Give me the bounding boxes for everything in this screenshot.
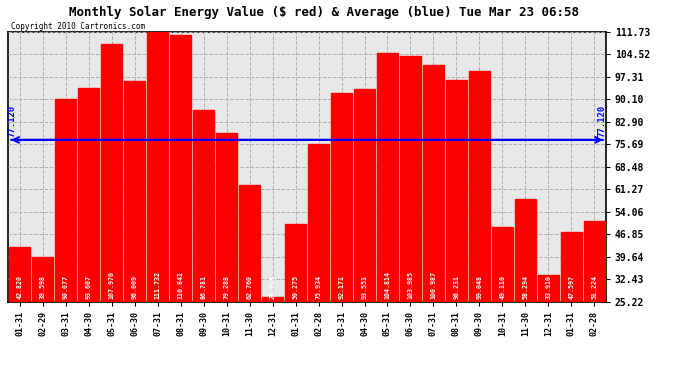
Bar — [55, 99, 77, 375]
Bar — [216, 133, 237, 375]
Bar — [193, 110, 214, 375]
Bar — [584, 221, 605, 375]
Bar — [78, 88, 99, 375]
Text: 42.820: 42.820 — [17, 275, 23, 299]
Text: 77.120: 77.120 — [598, 105, 607, 137]
Bar — [32, 257, 53, 375]
Text: 92.171: 92.171 — [339, 275, 344, 299]
Bar — [308, 144, 329, 375]
Bar — [285, 224, 306, 375]
Bar — [9, 247, 30, 375]
Bar — [423, 65, 444, 375]
Text: 104.814: 104.814 — [384, 272, 391, 299]
Bar — [101, 44, 122, 375]
Bar — [124, 81, 146, 375]
Text: 26.918: 26.918 — [270, 275, 275, 299]
Text: Monthly Solar Energy Value ($ red) & Average (blue) Tue Mar 23 06:58: Monthly Solar Energy Value ($ red) & Ave… — [69, 6, 580, 19]
Text: 49.110: 49.110 — [500, 275, 505, 299]
Text: 62.760: 62.760 — [246, 275, 253, 299]
Bar — [492, 227, 513, 375]
Text: 75.934: 75.934 — [315, 275, 322, 299]
Text: 90.077: 90.077 — [63, 275, 69, 299]
Text: 77.120: 77.120 — [7, 105, 17, 137]
Bar — [354, 88, 375, 375]
Text: 86.781: 86.781 — [201, 275, 206, 299]
Text: 107.970: 107.970 — [109, 272, 115, 299]
Bar — [561, 232, 582, 375]
Bar — [147, 32, 168, 375]
Text: 96.009: 96.009 — [132, 275, 138, 299]
Text: 33.910: 33.910 — [545, 275, 551, 299]
Text: 79.288: 79.288 — [224, 275, 230, 299]
Text: 93.607: 93.607 — [86, 275, 92, 299]
Text: 111.732: 111.732 — [155, 272, 161, 299]
Text: 96.231: 96.231 — [453, 275, 460, 299]
Text: 103.985: 103.985 — [408, 272, 413, 299]
Bar — [538, 275, 559, 375]
Text: 39.598: 39.598 — [40, 275, 46, 299]
Bar — [515, 199, 536, 375]
Bar — [446, 80, 467, 375]
Text: 58.294: 58.294 — [522, 275, 529, 299]
Text: Copyright 2010 Cartronics.com: Copyright 2010 Cartronics.com — [11, 22, 146, 32]
Text: 50.275: 50.275 — [293, 275, 299, 299]
Text: 93.551: 93.551 — [362, 275, 368, 299]
Text: 100.987: 100.987 — [431, 272, 437, 299]
Text: 47.597: 47.597 — [569, 275, 574, 299]
Bar — [331, 93, 352, 375]
Bar — [262, 297, 283, 375]
Bar — [170, 34, 191, 375]
Bar — [239, 185, 260, 375]
Bar — [469, 72, 490, 375]
Text: 51.224: 51.224 — [591, 275, 598, 299]
Text: 110.841: 110.841 — [177, 272, 184, 299]
Bar — [400, 56, 421, 375]
Text: 99.048: 99.048 — [476, 275, 482, 299]
Bar — [377, 54, 398, 375]
